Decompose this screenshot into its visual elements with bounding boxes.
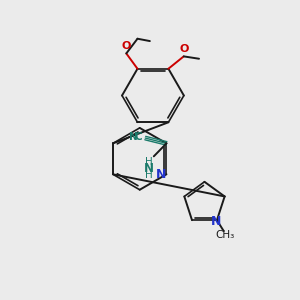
Text: N: N: [128, 133, 137, 142]
Text: O: O: [179, 44, 188, 54]
Text: O: O: [122, 41, 131, 51]
Text: N: N: [156, 168, 167, 181]
Text: H: H: [145, 157, 153, 166]
Text: CH₃: CH₃: [216, 230, 235, 241]
Text: N: N: [144, 162, 154, 175]
Text: H: H: [145, 169, 153, 180]
Text: N: N: [211, 215, 221, 228]
Text: C: C: [135, 133, 142, 142]
